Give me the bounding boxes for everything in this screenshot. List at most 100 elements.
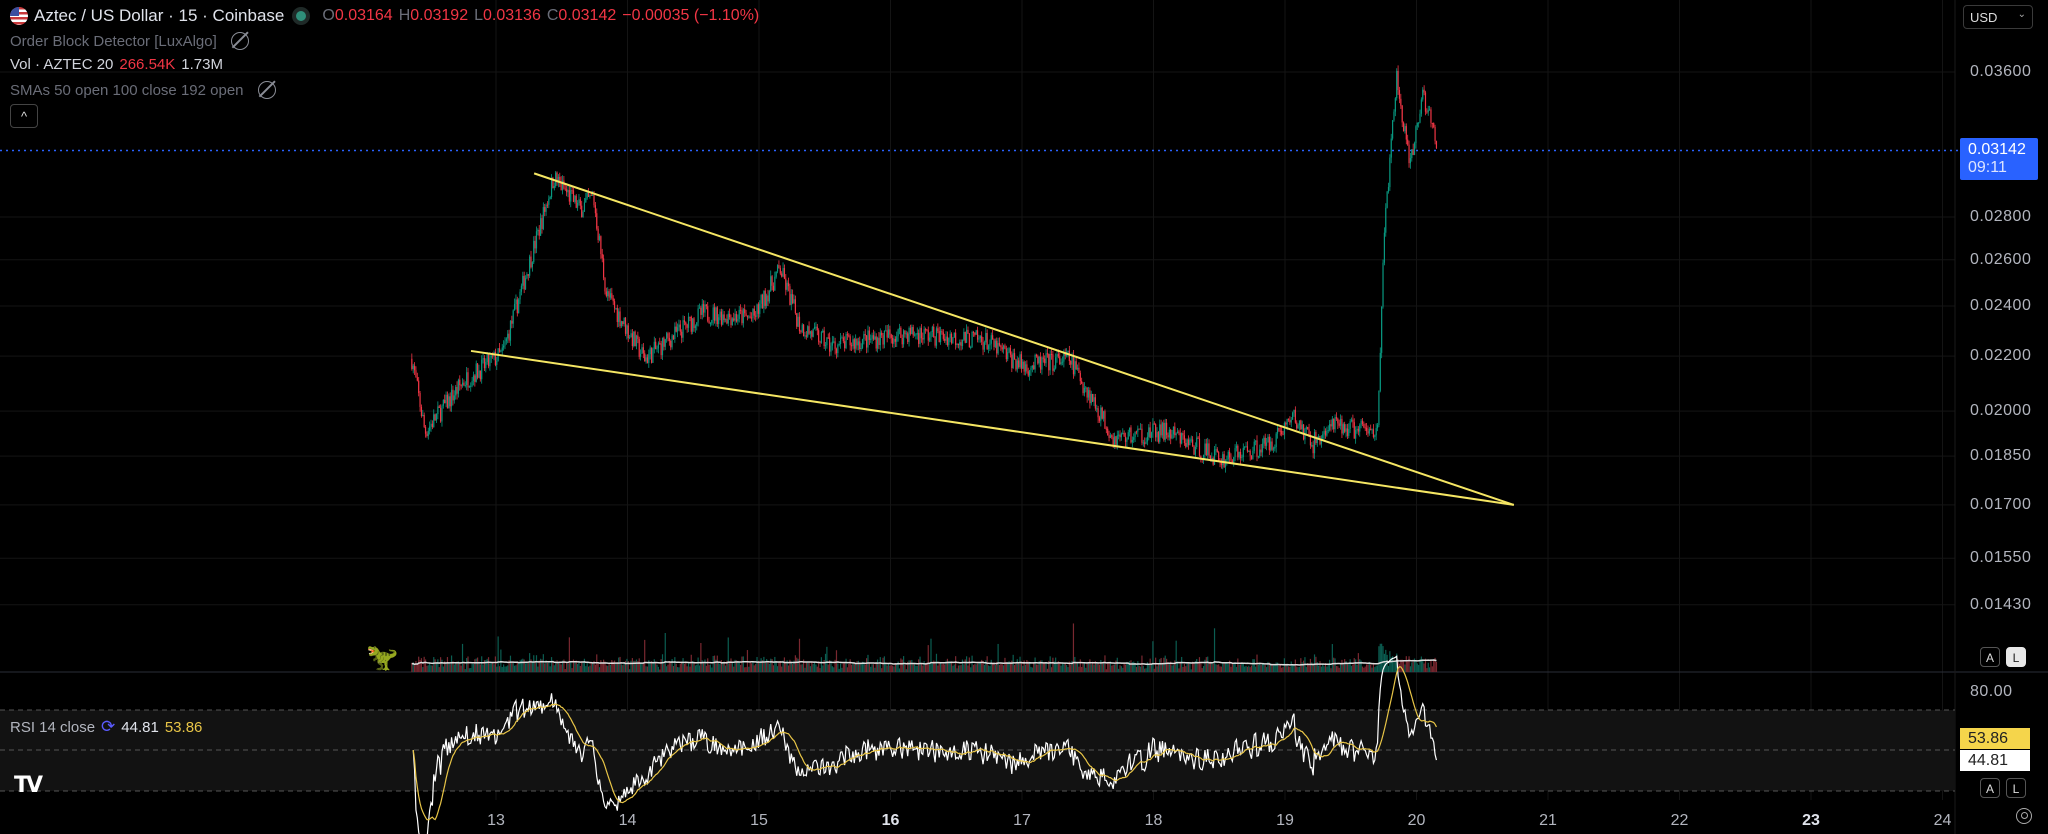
auto-scale-button[interactable]: A [1980,647,2000,667]
volume-bar [613,660,616,672]
volume-bar [467,656,469,672]
volume-bar [1066,665,1068,672]
candle [1274,447,1276,449]
candle [1324,430,1327,436]
volume-bar [452,661,454,672]
candle [953,332,955,338]
volume-bar [1029,661,1031,672]
candle [1357,428,1359,432]
candle [1038,356,1040,364]
tradingview-logo[interactable]: TV [14,773,43,798]
volume-bar [1230,666,1232,672]
volume-bar [1168,663,1170,672]
candle [1198,438,1201,456]
volume-bar [734,659,736,672]
volume-bar [798,638,801,672]
volume-bar [1056,663,1058,672]
candle [1087,390,1090,398]
candle [1123,432,1125,437]
volume-bar [1175,640,1177,672]
indicator-smas[interactable]: SMAs 50 open 100 close 192 open [10,81,276,99]
candle [1044,358,1046,364]
volume-bar [1381,643,1383,672]
volume-bar [487,657,490,672]
volume-bar [563,659,565,672]
candle [455,386,457,396]
volume-bar [430,665,432,672]
volume-bar [1093,664,1095,672]
volume-bar [1094,661,1096,672]
candle [816,326,818,331]
volume-bar [690,654,692,672]
indicator-rsi[interactable]: RSI 14 close ⟳ 44.81 53.86 [10,717,202,737]
rsi-axis-label: 80.00 [1970,683,2013,700]
volume-bar [550,657,553,672]
volume-bar [1407,661,1409,672]
volume-bar [727,637,729,672]
volume-bar [1222,663,1224,672]
candle [667,333,669,338]
volume-bar [887,662,890,672]
candle [959,342,961,346]
candle [1331,418,1333,427]
candle [942,332,944,339]
volume-bar [476,657,479,672]
candle [672,335,675,340]
candle [1124,436,1127,442]
volume-bar [696,664,698,672]
candle [939,330,942,343]
candle [553,186,555,189]
volume-bar [605,665,607,672]
volume-bar [518,662,520,672]
indicator-order-block[interactable]: Order Block Detector [LuxAlgo] [10,32,249,50]
hidden-eye-icon[interactable] [230,32,249,50]
volume-bar [1211,662,1213,672]
candle [968,333,970,348]
ohlc-low: L0.03136 [474,7,541,25]
currency-select[interactable]: USD ⌄ [1963,5,2033,29]
candle [466,372,468,386]
volume-bar [516,661,518,672]
candle [970,347,972,349]
candle [1431,122,1433,124]
volume-bar [757,660,759,672]
candle [871,335,873,339]
candle [624,317,627,334]
candle [1052,354,1054,371]
volume-bar [687,663,690,672]
volume-bar [1237,658,1239,672]
candle [813,326,816,329]
candle [801,324,803,332]
collapse-legend-button[interactable]: ^ [10,104,38,128]
volume-bar [1433,660,1435,672]
candle [887,329,890,338]
candle [868,330,870,340]
log-scale-button[interactable]: L [2006,647,2026,667]
volume-bar [1294,659,1296,672]
candle [1186,439,1188,447]
indicator-volume[interactable]: Vol · AZTEC 20 266.54K 1.73M [10,56,223,73]
symbol-title[interactable]: Aztec / US Dollar · 15 · Coinbase [34,6,285,25]
volume-bar [646,666,649,672]
volume-bar [712,655,714,672]
candle [1131,439,1133,443]
volume-bar [800,664,802,672]
volume-bar [630,660,632,672]
volume-bar [892,665,894,672]
candle [994,340,996,347]
rsi-auto-scale-button[interactable]: A [1980,778,2000,798]
candle [652,348,654,363]
volume-bar [634,660,636,672]
candle [1253,441,1255,451]
hidden-eye-icon[interactable] [257,81,276,99]
volume-bar [567,663,569,672]
volume-bar [1365,664,1368,672]
settings-icon[interactable] [2016,808,2032,824]
candle [744,309,746,314]
candle [460,385,462,387]
candle [901,337,903,345]
volume-bar [1064,662,1066,672]
rsi-log-scale-button[interactable]: L [2006,778,2026,798]
candle [759,303,761,314]
